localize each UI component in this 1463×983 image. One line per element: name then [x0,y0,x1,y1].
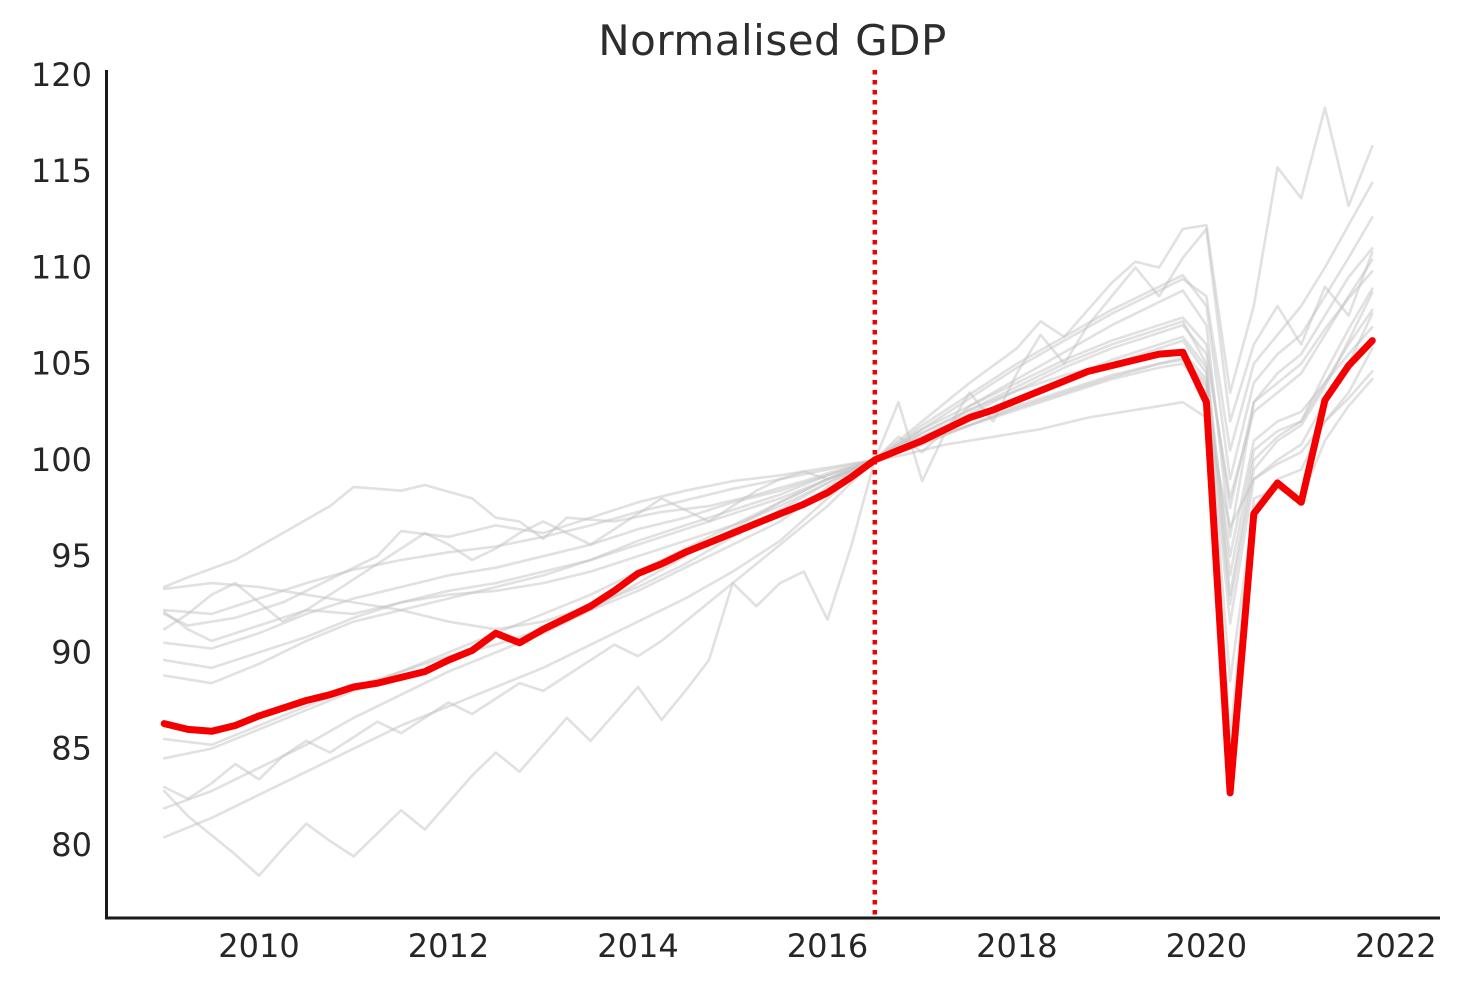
background-series-line [162,269,1374,631]
y-tick-label: 85 [51,730,92,768]
x-tick-label: 2010 [218,927,299,965]
x-tick-label: 2020 [1166,927,1247,965]
y-tick-label: 90 [51,633,92,671]
chart-title: Normalised GDP [598,16,947,65]
background-series-line [162,106,1374,810]
x-tick-label: 2018 [976,927,1057,965]
y-tick-label: 110 [31,249,92,287]
background-series-line [162,346,1374,683]
background-series-group [162,106,1374,878]
x-tick-label: 2016 [787,927,868,965]
x-tick-label: 2012 [408,927,489,965]
x-tick-label: 2022 [1355,927,1436,965]
y-tick-label: 100 [31,441,92,479]
y-tick-label: 95 [51,537,92,575]
background-series-line [162,350,1374,741]
background-series-line [162,258,1374,627]
y-tick-label: 105 [31,345,92,383]
y-tick-label: 120 [31,56,92,94]
background-series-line [162,246,1374,801]
x-tick-label: 2014 [597,927,678,965]
highlighted-series-line [160,337,1376,797]
background-series-line [162,181,1374,760]
y-tick-label: 115 [31,152,92,190]
y-tick-label: 80 [51,826,92,864]
background-series-line [162,227,1374,878]
